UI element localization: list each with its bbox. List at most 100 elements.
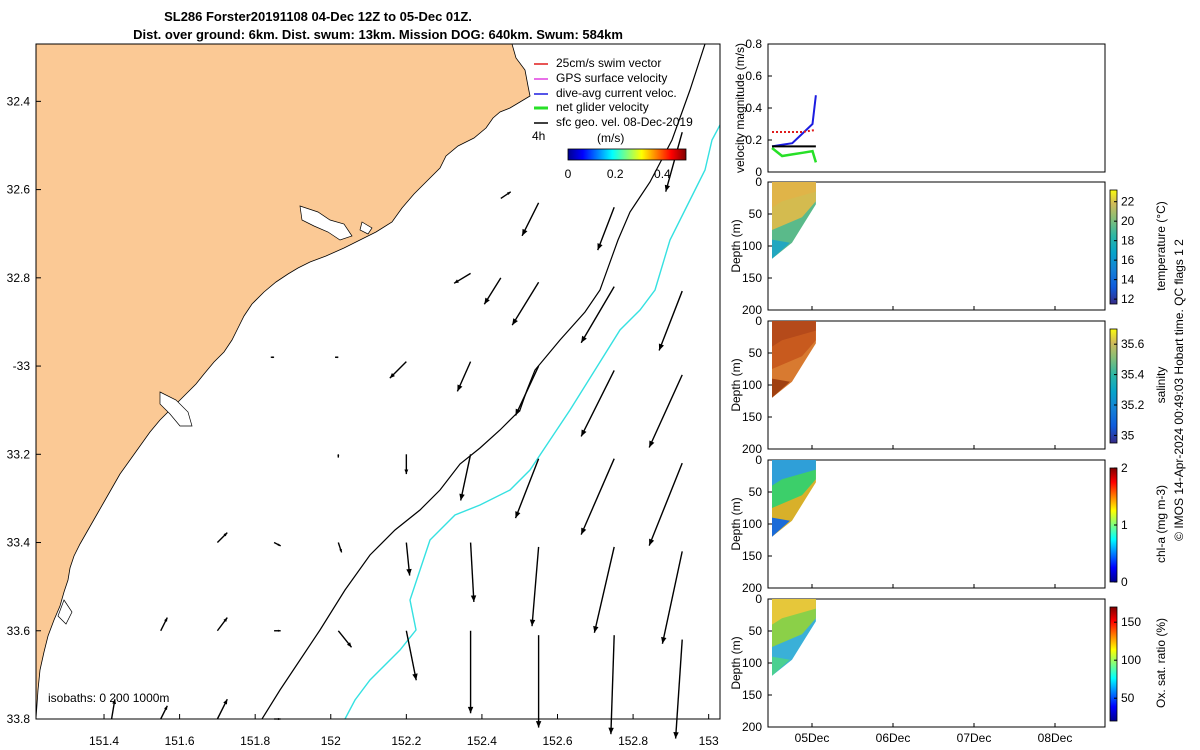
depth-ytick-label: 200 (742, 720, 762, 734)
colorbar-label: temperature (°C) (1154, 201, 1168, 291)
depth-panel-frame (767, 459, 1106, 589)
current-vector (661, 551, 683, 644)
current-vector (110, 699, 117, 720)
colorbar-label: salinity (1154, 367, 1168, 404)
map-x-axis: 151.4 151.6 151.8 152 152.2 152.4 152.6 152.8 15… (89, 714, 719, 748)
lake-shape (159, 391, 193, 427)
lake-shape (299, 205, 353, 241)
depth-ytick-label: 200 (742, 303, 762, 317)
map-xtick-label: 152.8 (618, 734, 648, 748)
current-vector (405, 542, 412, 576)
map-xtick-label: 153 (699, 734, 719, 748)
current-vector (593, 546, 615, 633)
current-vector (389, 361, 407, 379)
colorbar-tick-label: 35.6 (1121, 337, 1145, 351)
map-ytick-label: 33.2 (7, 447, 31, 461)
legend-entry-gps: GPS surface velocity (556, 71, 667, 85)
map-xtick-label: 152.2 (391, 734, 421, 748)
depth-ytick-label: 50 (749, 346, 763, 360)
map-xtick-label: 151.4 (89, 734, 119, 748)
current-vector (337, 542, 343, 553)
colorbar-temperature (1109, 189, 1118, 305)
velocity-series-line (771, 147, 818, 163)
colorbar-tick-label: 150 (1121, 615, 1141, 629)
map-xtick-label: 152.6 (542, 734, 572, 748)
isobath-1000m (344, 124, 720, 719)
depth-ytick-label: 50 (749, 207, 763, 221)
current-vector (535, 635, 542, 728)
chart-title: SL286 Forster20191108 04-Dec 12Z to 05-D… (164, 9, 472, 24)
map-ytick-label: 33.8 (7, 712, 31, 726)
depth-xtick-label: 07Dec (957, 731, 992, 745)
current-vector (529, 546, 540, 627)
colorbar-tick-label: 0 (1121, 575, 1128, 589)
isobaths-label: isobaths: 0 200 1000m (48, 691, 169, 705)
velocity-panel: 0 0.2 0.4 0.6 0.8 velocity magnitude (m/s) (733, 37, 1106, 179)
current-vector (453, 272, 471, 284)
isobath-200m (261, 44, 706, 719)
map-ytick-label: 32.6 (7, 183, 31, 197)
legend-entry-dive: dive-avg current veloc. (556, 86, 677, 100)
map-ytick-label: 32.4 (7, 94, 31, 108)
depth-panel-oxygen: 0 50 100 150 200 05Dec 06Dec 07Dec 08Dec Depth (m… (729, 592, 1168, 745)
colorbar-label: chl-a (mg m-3) (1154, 485, 1168, 563)
lake-shape (359, 221, 373, 235)
speed-colorbar-tick: 0 (565, 167, 572, 181)
depth-ytick-label: 50 (749, 485, 763, 499)
depth-ytick-label: 100 (742, 517, 762, 531)
velocity-series (771, 95, 818, 163)
speed-colorbar (567, 148, 687, 161)
colorbar-tick-label: 20 (1121, 214, 1135, 228)
depth-ylabel: Depth (m) (729, 497, 743, 550)
current-vector (673, 639, 683, 739)
map-xtick-label: 152.4 (467, 734, 497, 748)
depth-ytick-label: 150 (742, 688, 762, 702)
current-vector (216, 698, 228, 720)
current-vector (335, 356, 339, 359)
current-vector (337, 630, 353, 648)
velocity-series-line (772, 129, 816, 133)
legend-entry-geo: sfc geo. vel. 08-Dec-2019 (556, 115, 693, 129)
current-vector (597, 206, 615, 251)
depth-ytick-label: 0 (755, 175, 762, 189)
legend-entry-net: net glider velocity (556, 100, 649, 114)
depth-ytick-label: 100 (742, 656, 762, 670)
depth-ylabel: Depth (m) (729, 219, 743, 272)
velocity-ytick-label: 0.4 (745, 101, 762, 115)
depth-ytick-label: 200 (742, 581, 762, 595)
depth-xtick-label: 08Dec (1038, 731, 1073, 745)
colorbar-tick-label: 12 (1121, 292, 1135, 306)
current-vector (608, 635, 615, 735)
colorbar-unit: (m/s) (597, 131, 624, 145)
current-vector (664, 132, 683, 192)
colorbar-tick-label: 35.2 (1121, 398, 1145, 412)
profile-blob-surface (772, 599, 816, 625)
legend-entry-swim: 25cm/s swim vector (556, 56, 661, 70)
velocity-ytick-label: 0.6 (745, 69, 762, 83)
land-area (36, 44, 531, 719)
current-vector (469, 542, 477, 602)
colorbar-tick-label: 18 (1121, 234, 1135, 248)
depth-ytick-label: 0 (755, 453, 762, 467)
current-vector (270, 356, 275, 359)
velocity-ytick-label: 0.8 (745, 37, 762, 51)
current-vector (467, 630, 474, 714)
depth-ytick-label: 200 (742, 442, 762, 456)
map-panel: 151.4 151.6 151.8 152 152.2 152.4 152.6 152.8 15… (7, 43, 721, 748)
profile-blob-bottom (772, 656, 790, 676)
colorbar-tick-label: 22 (1121, 195, 1135, 209)
depth-ytick-label: 100 (742, 378, 762, 392)
depth-panel-frame (767, 320, 1106, 450)
map-y-axis: 32.4 32.6 32.8 -33 33.2 33.4 33.6 33.8 (7, 94, 41, 726)
velocity-ylabel: velocity magnitude (m/s) (733, 43, 747, 173)
map-ytick-label: 33.4 (7, 536, 31, 550)
current-vector (337, 454, 340, 458)
colorbar-label: Ox. sat. ratio (%) (1154, 618, 1168, 708)
current-vector (274, 629, 281, 632)
current-vector (521, 202, 540, 237)
profile-blob-surface (772, 460, 816, 486)
depth-xtick-label: 06Dec (876, 731, 911, 745)
current-vector (160, 705, 168, 720)
